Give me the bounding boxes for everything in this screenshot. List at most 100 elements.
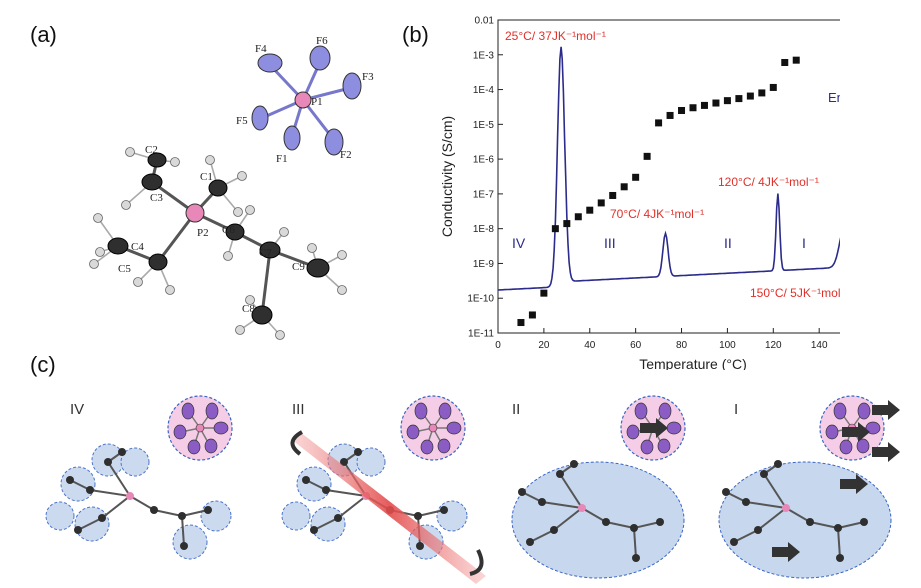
atom-label-f4: F4 bbox=[255, 43, 267, 55]
conductivity-point bbox=[792, 56, 800, 64]
atom-label-f2: F2 bbox=[340, 149, 352, 161]
conductivity-point bbox=[758, 89, 766, 97]
conductivity-point bbox=[769, 83, 777, 91]
conductivity-point bbox=[574, 213, 582, 221]
x-tick-label: 40 bbox=[584, 340, 596, 351]
phase-label-iii: III bbox=[604, 235, 616, 251]
y-tick-label: 0.01 bbox=[475, 16, 495, 27]
c1-atom bbox=[208, 179, 228, 197]
conductivity-point bbox=[551, 225, 559, 233]
phase-label-ii: II bbox=[512, 401, 520, 418]
atom-label-c6: C6 bbox=[222, 224, 235, 236]
atom-label-c1: C1 bbox=[200, 171, 213, 183]
atom-label-c9: C9 bbox=[292, 261, 305, 273]
x-tick-label: 120 bbox=[765, 340, 782, 351]
phase-label-i: I bbox=[802, 235, 806, 251]
phase-label-iv: IV bbox=[70, 401, 84, 418]
conductivity-point bbox=[700, 101, 708, 109]
dsc-annotation: 120°C/ 4JK⁻¹mol⁻¹ bbox=[718, 175, 819, 189]
conductivity-point bbox=[528, 311, 536, 319]
conductivity-point bbox=[655, 119, 663, 127]
p1-atom bbox=[294, 91, 312, 109]
c7-atom bbox=[259, 241, 281, 259]
phase-label-i: I bbox=[734, 401, 738, 418]
c2-atom bbox=[147, 152, 167, 168]
atom-label-c2: C2 bbox=[145, 144, 158, 156]
crystal-structure-figure: F4 F6 F3 P1 F5 F1 F2 bbox=[89, 35, 374, 340]
x-tick-label: 0 bbox=[495, 340, 501, 351]
atom-label-c5: C5 bbox=[118, 263, 131, 275]
conductivity-point bbox=[586, 206, 594, 214]
y-tick-label: 1E-5 bbox=[473, 120, 495, 131]
phase-schematic-figure: IV III II I bbox=[45, 395, 900, 584]
y-tick-label: 1E-11 bbox=[468, 329, 494, 340]
atom-label-f3: F3 bbox=[362, 71, 374, 83]
atom-label-c7: C7 bbox=[259, 247, 272, 259]
x-axis-label: Temperature (°C) bbox=[639, 356, 747, 370]
atom-label-f1: F1 bbox=[276, 153, 288, 165]
c9-atom bbox=[306, 258, 330, 278]
panel-b-label: (b) bbox=[402, 22, 429, 47]
atom-label-f5: F5 bbox=[236, 115, 248, 127]
c5-atom bbox=[148, 253, 168, 271]
phase-ii-schematic bbox=[511, 395, 686, 579]
x-tick-label: 100 bbox=[719, 340, 736, 351]
c3-atom bbox=[141, 173, 163, 191]
atom-label-f6: F6 bbox=[316, 35, 328, 47]
c4-atom bbox=[107, 237, 129, 255]
p2-atom bbox=[185, 203, 205, 223]
rotation-arrow-bottom bbox=[469, 549, 484, 576]
x-tick-label: 80 bbox=[676, 340, 688, 351]
y-tick-label: 1E-7 bbox=[473, 189, 495, 200]
x-tick-label: 60 bbox=[630, 340, 642, 351]
endo-label: Endo bbox=[828, 90, 840, 105]
phase-iv-schematic bbox=[45, 395, 233, 560]
conductivity-point bbox=[517, 319, 525, 327]
y-tick-label: 1E-9 bbox=[473, 259, 495, 270]
y-tick-label: 1E-3 bbox=[473, 50, 495, 61]
atom-label-c4: C4 bbox=[131, 241, 144, 253]
phase-iii-schematic bbox=[281, 395, 486, 584]
phase-label-iv: IV bbox=[512, 235, 526, 251]
f6-atom bbox=[309, 45, 331, 71]
f5-atom bbox=[251, 105, 269, 131]
phase-label-ii: II bbox=[724, 235, 732, 251]
conductivity-point bbox=[735, 95, 743, 103]
atom-label-p1: P1 bbox=[311, 96, 323, 108]
dsc-annotation: 25°C/ 37JK⁻¹mol⁻¹ bbox=[505, 29, 606, 43]
y-tick-label: 1E-10 bbox=[467, 294, 494, 305]
phase-i-schematic bbox=[718, 395, 900, 579]
y-tick-label: 1E-4 bbox=[473, 85, 495, 96]
atom-label-c8: C8 bbox=[242, 303, 255, 315]
rotation-axis bbox=[292, 432, 486, 584]
dsc-annotation: 150°C/ 5JK⁻¹mol⁻¹ bbox=[750, 286, 840, 300]
y-axis-label: Conductivity (S/cm) bbox=[439, 116, 455, 237]
y-tick-label: 1E-6 bbox=[473, 155, 495, 166]
phase-label-iii: III bbox=[292, 401, 305, 418]
f1-atom bbox=[283, 125, 301, 151]
panel-a-label: (a) bbox=[30, 22, 57, 47]
f3-atom bbox=[342, 72, 362, 100]
conductivity-point bbox=[746, 92, 754, 100]
conductivity-dsc-chart: 0204060801001201401600.011E-31E-41E-51E-… bbox=[439, 16, 840, 370]
conductivity-point bbox=[540, 289, 548, 297]
conductivity-point bbox=[597, 199, 605, 207]
f2-atom bbox=[324, 128, 344, 156]
y-tick-label: 1E-8 bbox=[473, 224, 495, 235]
plot-frame bbox=[497, 19, 840, 334]
panel-c-label: (c) bbox=[30, 352, 56, 377]
conductivity-point bbox=[632, 173, 640, 181]
rotation-arrow-top bbox=[290, 430, 304, 456]
atom-label-c3: C3 bbox=[150, 192, 163, 204]
conductivity-point bbox=[689, 104, 697, 112]
dsc-trace bbox=[497, 46, 840, 291]
conductivity-point bbox=[563, 220, 571, 228]
c8-atom bbox=[251, 305, 273, 325]
conductivity-point bbox=[666, 111, 674, 119]
conductivity-point bbox=[781, 58, 789, 66]
conductivity-point bbox=[723, 97, 731, 105]
dsc-annotation: 70°C/ 4JK⁻¹mol⁻¹ bbox=[610, 207, 704, 221]
c6-atom bbox=[225, 223, 245, 241]
conductivity-point bbox=[643, 152, 651, 160]
conductivity-point bbox=[609, 191, 617, 199]
